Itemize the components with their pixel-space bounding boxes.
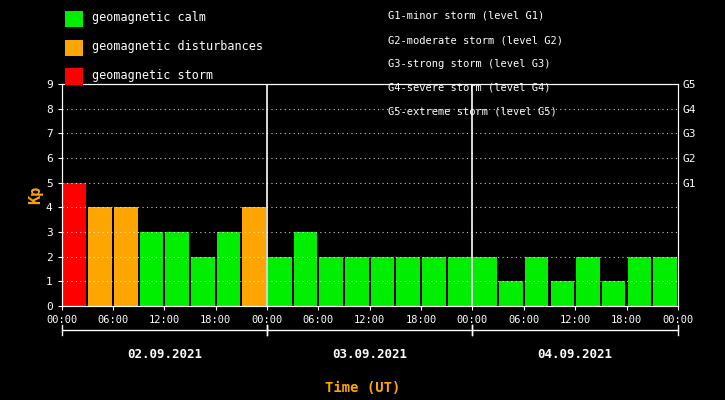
Bar — [320, 257, 343, 306]
Text: 03.09.2021: 03.09.2021 — [332, 348, 407, 360]
Bar — [242, 207, 266, 306]
Text: G4-severe storm (level G4): G4-severe storm (level G4) — [388, 83, 550, 93]
Text: G5-extreme storm (level G5): G5-extreme storm (level G5) — [388, 107, 557, 117]
Bar — [62, 183, 86, 306]
Text: G1-minor storm (level G1): G1-minor storm (level G1) — [388, 11, 544, 21]
Text: Time (UT): Time (UT) — [325, 381, 400, 395]
Y-axis label: Kp: Kp — [28, 186, 43, 204]
Bar — [499, 281, 523, 306]
Bar — [268, 257, 291, 306]
Bar — [114, 207, 138, 306]
Bar — [576, 257, 600, 306]
Bar — [88, 207, 112, 306]
Text: 04.09.2021: 04.09.2021 — [538, 348, 613, 360]
Bar — [191, 257, 215, 306]
Text: G3-strong storm (level G3): G3-strong storm (level G3) — [388, 59, 550, 69]
Text: geomagnetic calm: geomagnetic calm — [92, 12, 206, 24]
Text: 02.09.2021: 02.09.2021 — [127, 348, 202, 360]
Bar — [397, 257, 420, 306]
Bar — [217, 232, 240, 306]
Text: geomagnetic storm: geomagnetic storm — [92, 69, 213, 82]
Bar — [165, 232, 189, 306]
Bar — [422, 257, 446, 306]
Bar — [525, 257, 548, 306]
Bar — [294, 232, 318, 306]
Bar — [550, 281, 574, 306]
Text: geomagnetic disturbances: geomagnetic disturbances — [92, 40, 263, 53]
Bar — [345, 257, 369, 306]
Bar — [370, 257, 394, 306]
Bar — [473, 257, 497, 306]
Bar — [653, 257, 677, 306]
Bar — [602, 281, 626, 306]
Bar — [448, 257, 471, 306]
Bar — [140, 232, 163, 306]
Text: G2-moderate storm (level G2): G2-moderate storm (level G2) — [388, 35, 563, 45]
Bar — [628, 257, 651, 306]
